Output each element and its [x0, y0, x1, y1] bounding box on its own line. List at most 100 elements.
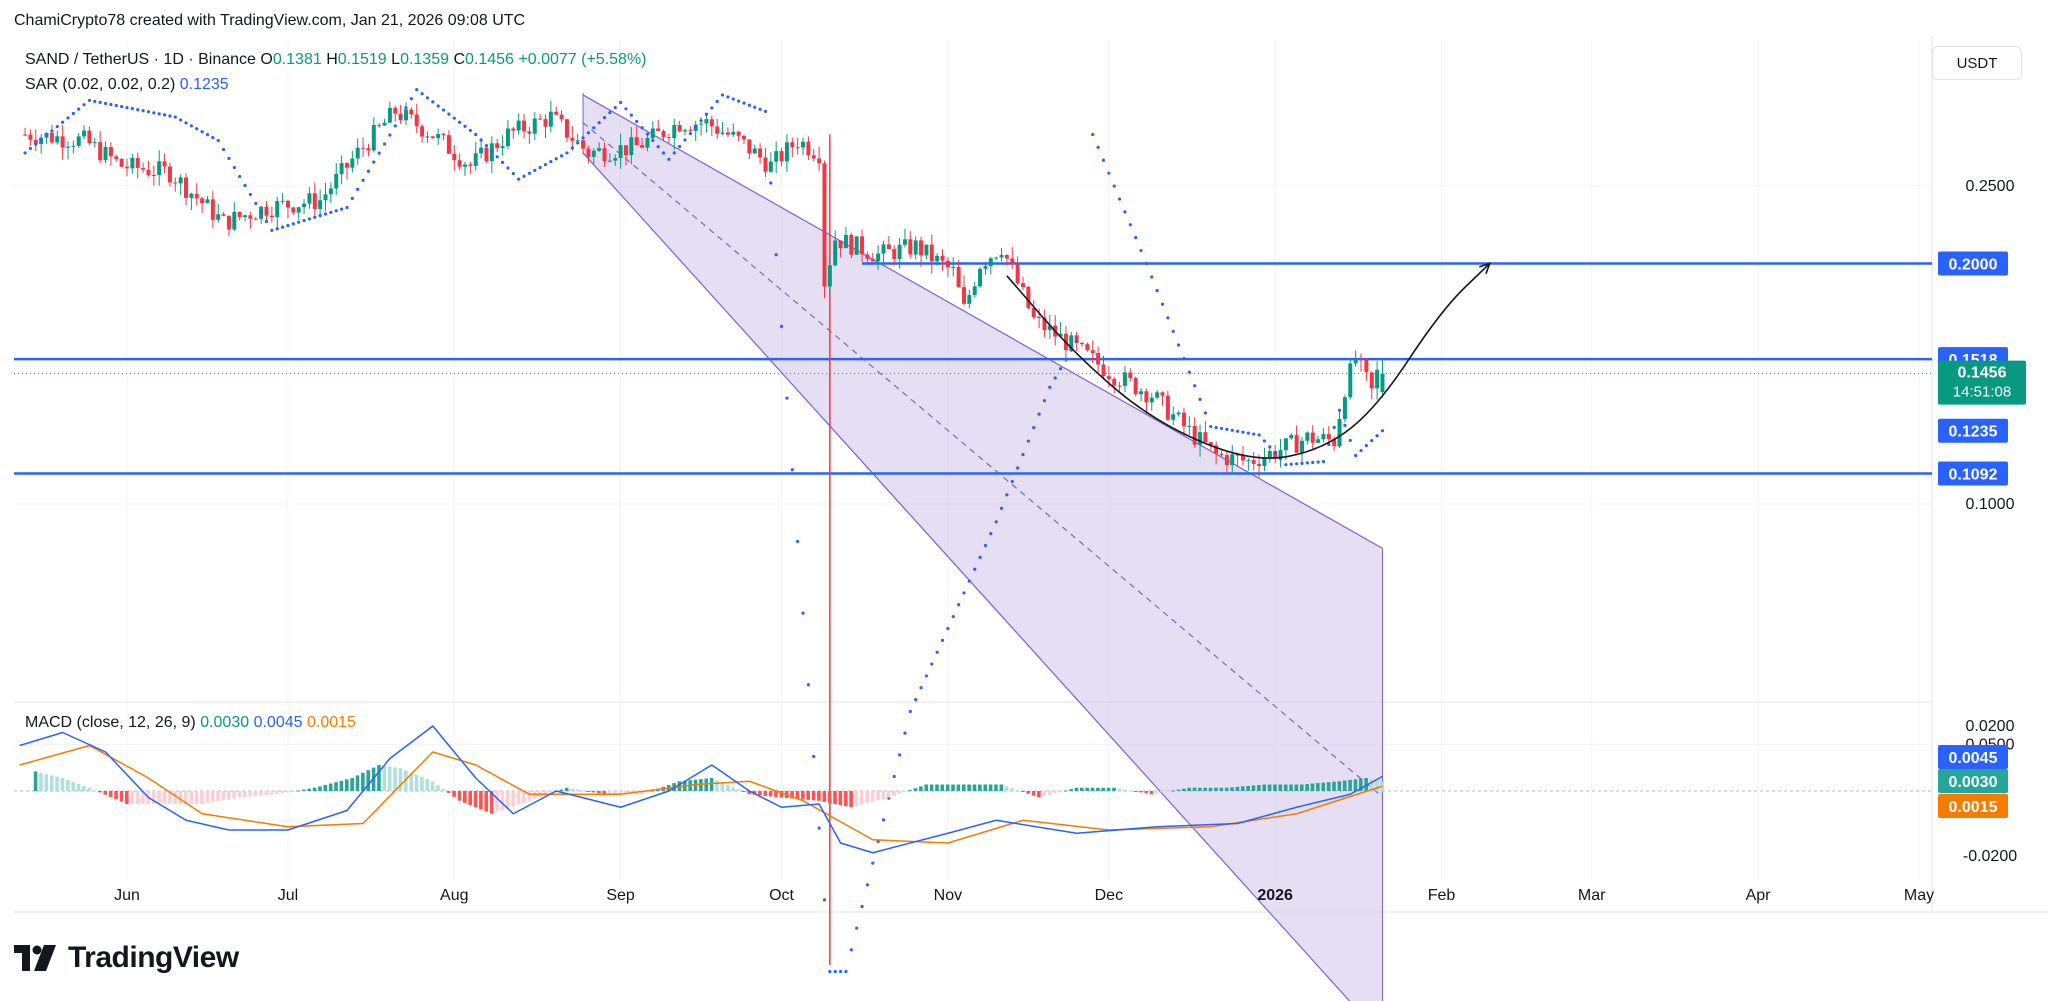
candle-body	[1208, 442, 1213, 446]
candle-body	[554, 111, 559, 115]
sar-dot	[951, 615, 955, 619]
macd-histogram-bar	[709, 778, 714, 791]
sar-dot	[1187, 370, 1191, 374]
macd-histogram-bar	[264, 791, 269, 796]
macd-histogram-bar	[205, 791, 210, 804]
sar-dot	[1348, 438, 1352, 443]
macd-histogram-bar	[350, 778, 354, 791]
sar-dot	[1107, 171, 1111, 175]
sar-dot	[146, 110, 151, 114]
candle-body	[913, 240, 918, 255]
macd-histogram-bar	[1053, 791, 1057, 794]
sar-dot	[833, 969, 837, 974]
high-label: H	[326, 51, 338, 68]
candle-body	[479, 147, 484, 154]
sar-dot	[1166, 316, 1170, 320]
macd-histogram-bar	[44, 774, 49, 791]
tradingview-logo[interactable]: TradingView	[14, 940, 239, 976]
sar-dot	[211, 135, 215, 140]
macd-histogram-bar	[141, 791, 145, 804]
macd-histogram-bar	[1128, 790, 1132, 792]
sar-dot	[1241, 430, 1245, 434]
candle-body	[1171, 414, 1176, 420]
candle-body	[275, 201, 280, 218]
candle-body	[371, 125, 376, 151]
macd-histogram-bar	[758, 791, 762, 796]
price-level-label: 0.2000	[1949, 256, 1998, 273]
sar-dot	[141, 109, 145, 113]
time-tick-label: Sep	[606, 887, 635, 904]
candle-body	[1074, 335, 1079, 344]
sar-dot	[999, 506, 1004, 510]
sar-dot	[1075, 339, 1079, 343]
sar-dot	[849, 948, 853, 952]
candle-body	[661, 130, 666, 138]
sar-dot	[1214, 425, 1218, 430]
sar-dot	[1096, 145, 1100, 149]
candle-body	[377, 125, 382, 127]
macd-histogram-bar	[1316, 783, 1320, 791]
sar-value: 0.1235	[179, 76, 229, 93]
macd-histogram-bar	[125, 791, 129, 804]
macd-histogram-bar	[463, 791, 467, 803]
sar-dot	[1037, 412, 1041, 416]
macd-histogram-bar	[779, 791, 784, 798]
sar-dot	[651, 138, 655, 142]
candle-body	[457, 160, 462, 167]
candle-body	[881, 244, 886, 254]
macd-histogram-bar	[1047, 791, 1052, 795]
sar-dot	[753, 105, 757, 109]
macd-histogram-bar	[1096, 787, 1100, 791]
candle-body	[1283, 438, 1288, 451]
macd-histogram-bar	[328, 783, 333, 791]
candle-body	[1031, 307, 1036, 318]
macd-histogram-bar	[961, 784, 966, 791]
candle-body	[570, 137, 575, 141]
sar-dot	[1139, 248, 1143, 253]
sar-label[interactable]: SAR (0.02, 0.02, 0.2)	[25, 76, 176, 93]
sar-dot	[93, 99, 97, 103]
macd-histogram-bar	[822, 791, 827, 802]
currency-button[interactable]: USDT	[1932, 46, 2022, 80]
candle-body	[108, 147, 113, 157]
countdown-label: 14:51:08	[1953, 384, 2011, 401]
macd-label[interactable]: MACD (close, 12, 26, 9)	[25, 714, 196, 731]
candle-body	[221, 214, 226, 216]
time-tick-label: Dec	[1095, 887, 1123, 904]
candle-body	[945, 260, 950, 268]
macd-histogram-bar	[897, 791, 902, 794]
candle-body	[849, 234, 854, 255]
sar-dot	[635, 119, 639, 124]
sar-dot	[903, 731, 907, 735]
macd-histogram-bar	[725, 784, 730, 791]
sar-dot	[710, 106, 714, 110]
candle-body	[49, 133, 54, 143]
candle-body	[672, 125, 677, 139]
macd-histogram-bar	[511, 791, 515, 807]
macd-histogram-bar	[307, 788, 312, 791]
parabolic-sar	[23, 88, 1385, 974]
macd-histogram-bar	[1321, 782, 1326, 791]
candle-body	[1342, 397, 1347, 420]
macd-histogram-bar	[1037, 791, 1041, 798]
macd-histogram-bar	[999, 784, 1004, 791]
sar-dot	[227, 156, 231, 161]
sar-dot	[1150, 275, 1154, 279]
candle-body	[414, 114, 419, 127]
macd-histogram-bar	[505, 791, 510, 809]
sar-dot	[61, 120, 65, 124]
candle-body	[602, 148, 607, 162]
candle-body	[516, 120, 521, 131]
candle-body	[484, 147, 489, 162]
sar-dot	[1305, 461, 1309, 465]
candle-body	[446, 135, 451, 154]
sar-dot	[543, 162, 548, 167]
sar-dot	[484, 144, 489, 148]
candle-body	[1240, 455, 1245, 461]
sar-dot	[1053, 376, 1057, 380]
macd-histogram-bar	[1122, 789, 1127, 791]
symbol-name[interactable]: SAND / TetherUS · 1D · Binance	[25, 51, 256, 68]
price-level-label: 0.1235	[1949, 424, 1998, 441]
macd-histogram-bar	[479, 791, 483, 810]
